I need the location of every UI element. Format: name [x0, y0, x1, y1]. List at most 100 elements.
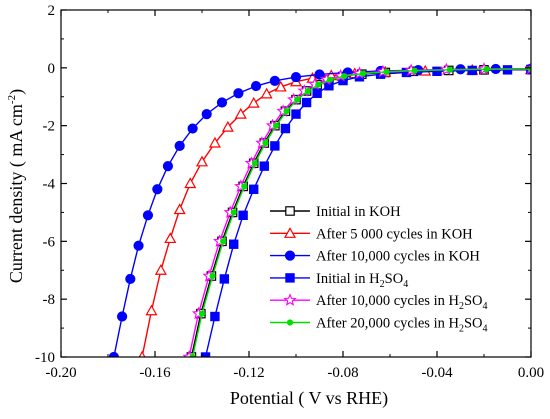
legend-label: After 10,000 cycles in KOH [316, 249, 480, 265]
legend-label: After 10,000 cycles in H2SO4 [316, 293, 488, 312]
series-6-point [220, 238, 227, 245]
series-6-point [230, 209, 237, 216]
legend-label: After 5 000 cycles in KOH [316, 226, 473, 242]
series-3-point [162, 161, 174, 172]
series-3-point [187, 123, 198, 134]
y-tick-label: -8 [43, 292, 56, 308]
y-tick-label: 0 [48, 61, 56, 77]
legend-item-6: After 20,000 cycles in H2SO4 [270, 316, 488, 335]
y-axis-title-main: Current density ( mA cm [6, 104, 27, 283]
x-tick-label: -0.12 [233, 365, 264, 381]
series-4-point [229, 239, 239, 249]
y-tick-label: 2 [48, 3, 56, 19]
series-2-point [247, 96, 260, 108]
series-2-point [221, 120, 234, 132]
x-tick-label: -0.16 [139, 365, 171, 381]
series-2-point [260, 87, 273, 99]
series-6-point [209, 272, 216, 280]
series-4-point [432, 66, 442, 77]
series-6-point [262, 139, 269, 147]
legend-item-3: After 10,000 cycles in KOH [270, 249, 480, 265]
y-tick-label: -10 [35, 350, 55, 366]
legend-item-4: Initial in H2SO4 [270, 271, 408, 290]
series-6-point [411, 67, 418, 74]
series-4-point [249, 184, 259, 194]
series-6-point [359, 70, 367, 77]
y-axis-title-sup: -2 [6, 95, 18, 104]
legend-item-2: After 5 000 cycles in KOH [270, 226, 473, 242]
series-3-point [314, 69, 325, 80]
series-6 [189, 65, 531, 357]
series-4-point [210, 311, 220, 322]
series-2-point [195, 155, 209, 167]
series-3-point [117, 311, 128, 322]
series-2-point [154, 264, 167, 275]
y-tick-label: -4 [43, 177, 56, 193]
series-3-point [125, 273, 136, 285]
series-2-point [173, 203, 186, 215]
y-tick-label: -2 [43, 119, 56, 135]
series-6-point [326, 76, 334, 83]
series-3-point [269, 75, 280, 86]
series-6-point [383, 68, 390, 75]
legend-marker [285, 273, 295, 283]
series-4-point [280, 123, 291, 134]
series-6-point [251, 160, 258, 167]
series-6-point [283, 108, 290, 115]
axes-layer: -0.20 -0.16 -0.12 -0.08 -0.04 0.00 2 0 -2 -4 -6 -8 -… [35, 3, 544, 381]
series-4-point [270, 141, 280, 151]
series-2-point [208, 136, 221, 148]
series-6-point [315, 81, 322, 88]
series-2-point [274, 80, 287, 92]
series-6-point [304, 88, 311, 95]
series-3-point [174, 140, 185, 152]
series-3-point [216, 97, 228, 108]
series-2-point [164, 232, 177, 244]
series-2-point [234, 107, 247, 119]
legend-label: Initial in KOH [316, 204, 401, 220]
y-axis-title: Current density ( mA cm-2) [6, 89, 27, 283]
series-3-point [201, 109, 212, 120]
series-2-point [184, 177, 197, 189]
legend-item-5: After 10,000 cycles in H2SO4 [270, 293, 488, 312]
x-tick-label: 0.00 [518, 365, 544, 381]
legend-marker [285, 206, 295, 216]
legend: Initial in KOH After 5 000 cycles in KOH A… [270, 204, 488, 335]
series-3-point [290, 71, 302, 83]
series-6-point [341, 73, 348, 80]
y-tick-label: -6 [43, 234, 56, 250]
series-4-point [312, 88, 322, 98]
curves-layer [108, 61, 531, 357]
series-4-point [238, 210, 248, 221]
series-6-point [483, 66, 490, 73]
series-4-point [291, 109, 301, 119]
legend-item-1: Initial in KOH [270, 204, 401, 220]
x-axis-title: Potential ( V vs RHE) [230, 388, 388, 409]
legend-label: Initial in H2SO4 [316, 271, 408, 290]
series-6-point [272, 122, 280, 129]
series-4-point [219, 274, 230, 284]
x-tick-label: -0.20 [45, 365, 76, 381]
y-axis-title-close: ) [6, 89, 27, 95]
legend-marker [283, 227, 297, 238]
series-3-point [142, 210, 154, 221]
series-4-point [467, 65, 477, 76]
legend-marker [283, 293, 297, 306]
series-6-point [241, 183, 248, 190]
series-4-point [259, 161, 269, 171]
series-3-point [152, 184, 163, 195]
legend-marker [286, 319, 294, 326]
series-6-point [446, 66, 454, 73]
series-4-point [301, 97, 312, 108]
series-2-point [145, 304, 158, 316]
x-tick-label: -0.04 [421, 365, 453, 381]
series-3-point [133, 240, 144, 251]
legend-marker [284, 250, 296, 261]
series-3-point [250, 80, 262, 92]
series-6-point [294, 96, 301, 103]
legend-label: After 20,000 cycles in H2SO4 [316, 316, 488, 335]
x-tick-label: -0.08 [327, 365, 358, 381]
series-6-point [198, 310, 206, 317]
